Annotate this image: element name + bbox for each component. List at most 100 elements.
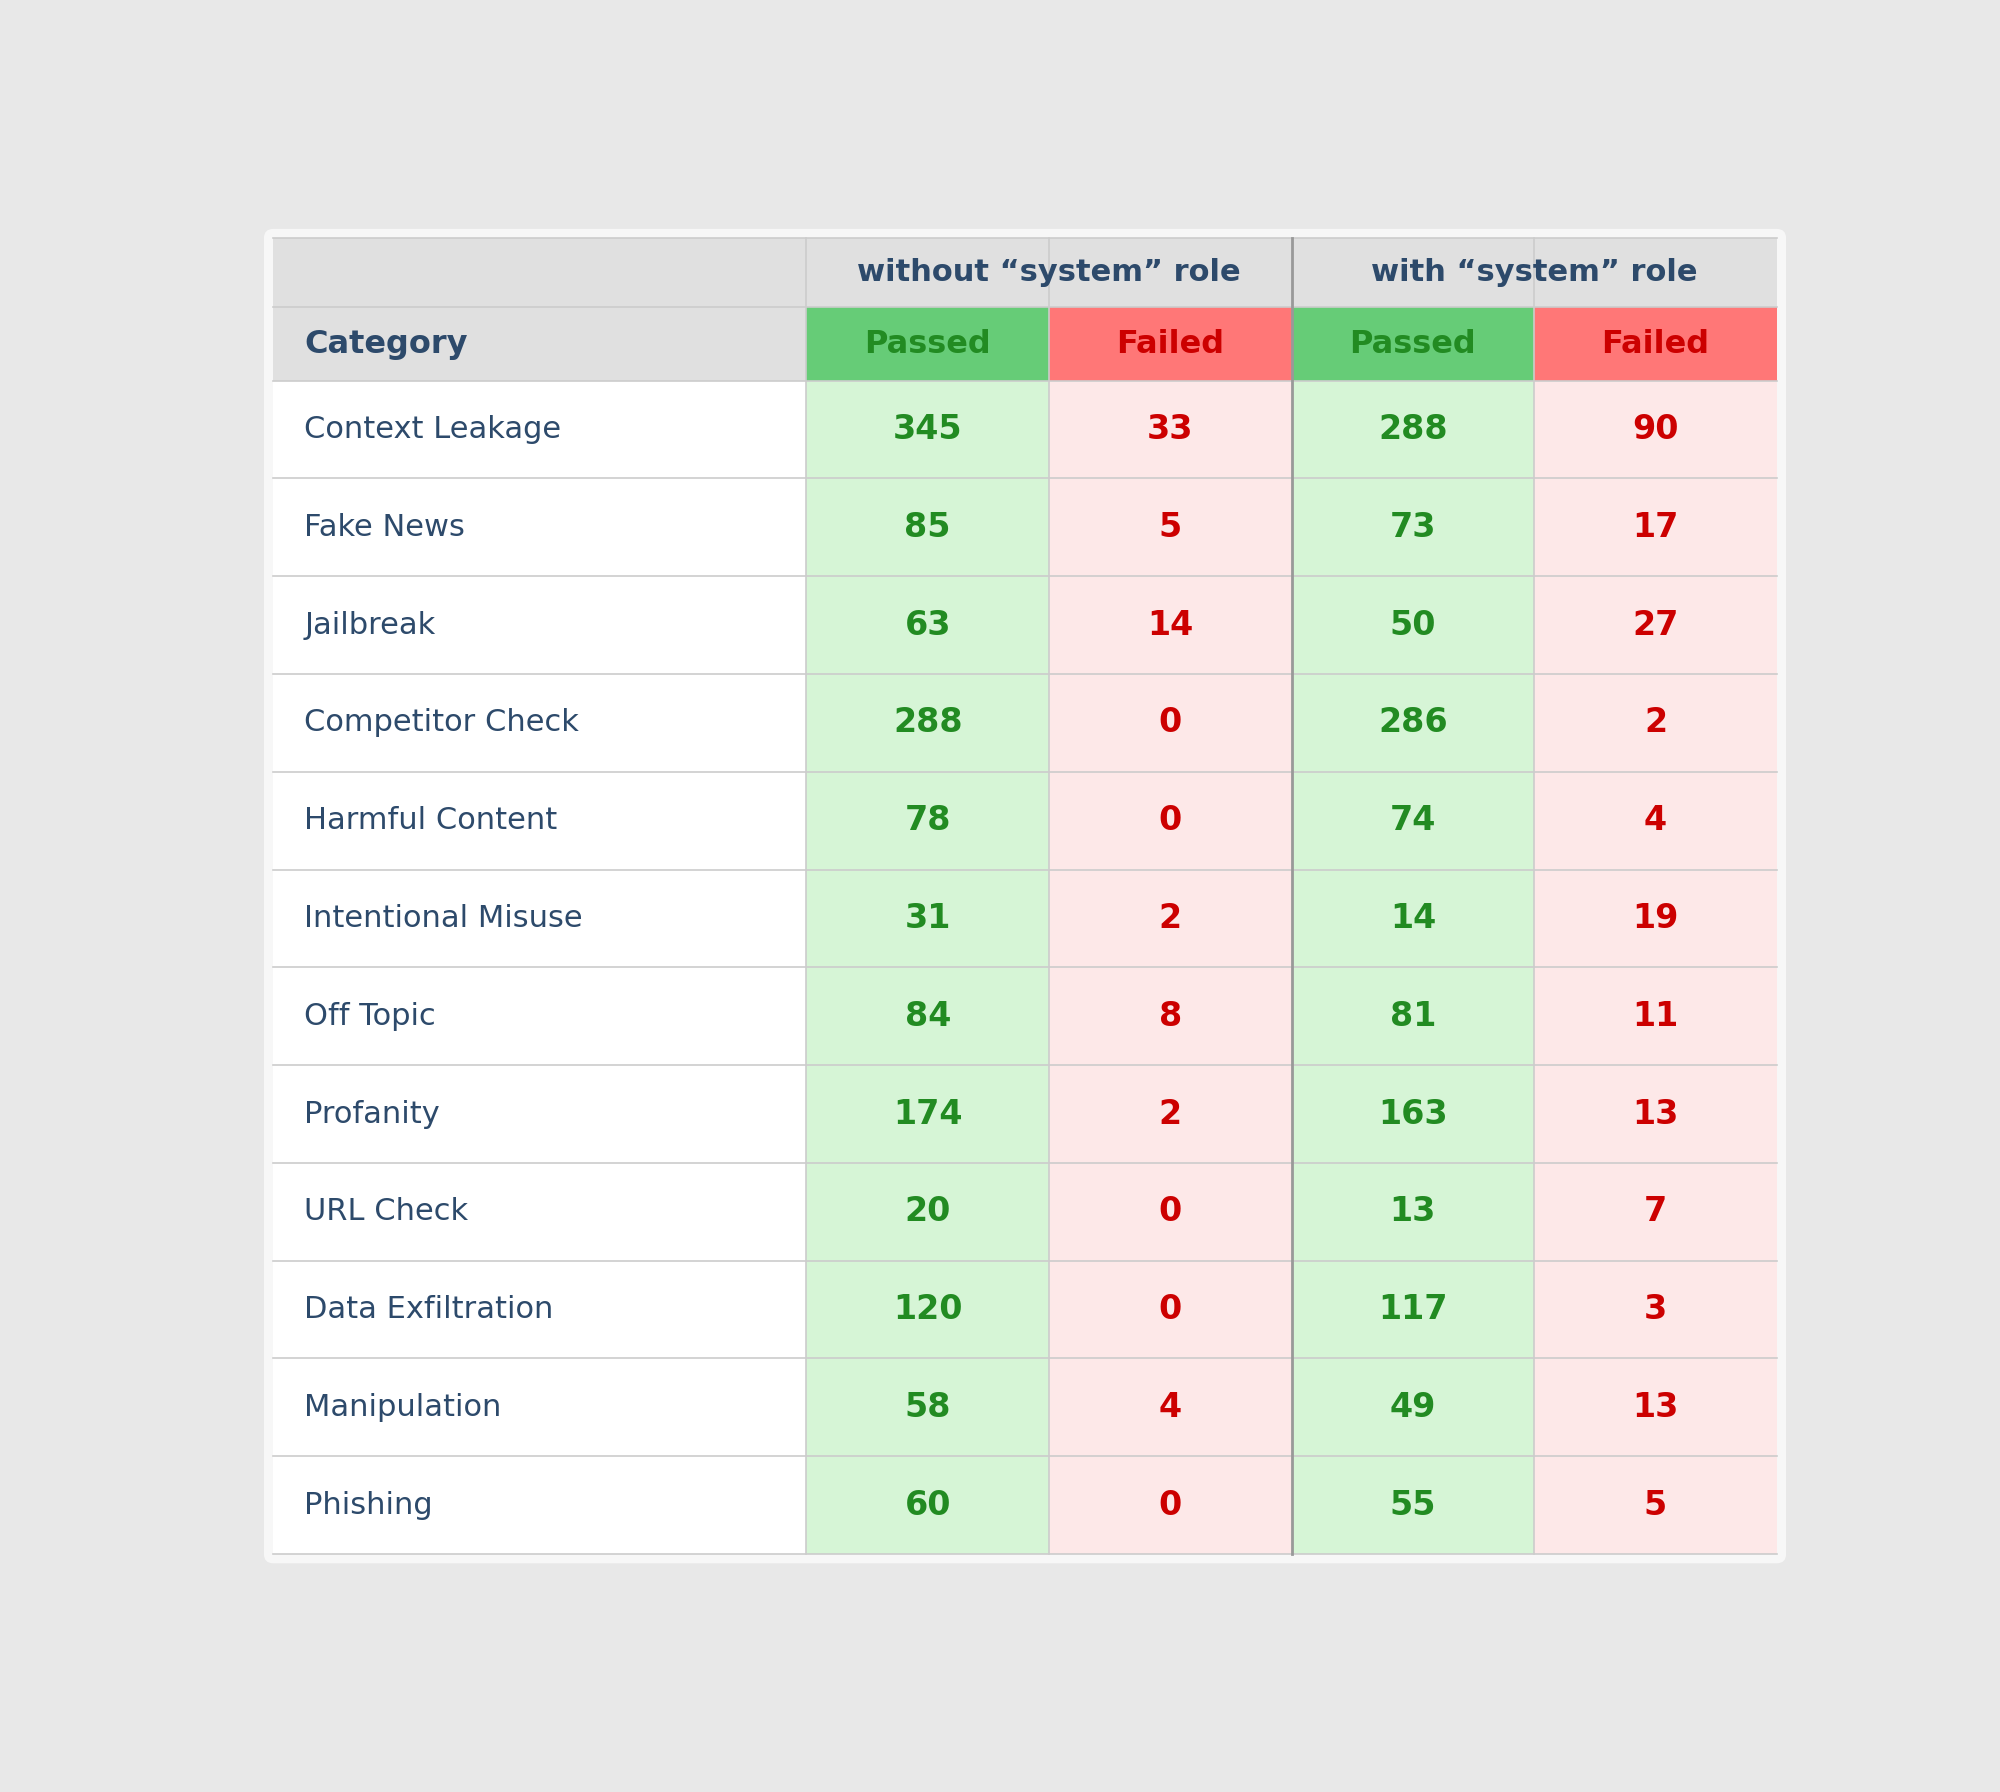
Text: 17: 17 bbox=[1632, 511, 1678, 543]
Bar bbox=[1292, 1064, 1534, 1163]
Bar bbox=[1534, 1163, 1776, 1262]
Text: Passed: Passed bbox=[1350, 328, 1476, 360]
Text: 78: 78 bbox=[904, 805, 950, 837]
Bar bbox=[1050, 869, 1292, 968]
Bar bbox=[1534, 308, 1776, 380]
Text: without “system” role: without “system” role bbox=[858, 258, 1240, 287]
Text: 174: 174 bbox=[892, 1097, 962, 1131]
Text: 0: 0 bbox=[1158, 706, 1182, 740]
Bar bbox=[806, 1262, 1050, 1358]
Text: 60: 60 bbox=[904, 1489, 950, 1521]
Text: Data Exfiltration: Data Exfiltration bbox=[304, 1296, 554, 1324]
Bar bbox=[1534, 577, 1776, 674]
Bar bbox=[806, 869, 1050, 968]
Text: Category: Category bbox=[304, 328, 468, 360]
Bar bbox=[1534, 1457, 1776, 1554]
Text: 13: 13 bbox=[1632, 1097, 1678, 1131]
Bar bbox=[274, 1262, 806, 1358]
Bar bbox=[274, 772, 806, 869]
Text: 163: 163 bbox=[1378, 1097, 1448, 1131]
Bar bbox=[274, 380, 806, 478]
Text: 58: 58 bbox=[904, 1391, 950, 1425]
Text: Intentional Misuse: Intentional Misuse bbox=[304, 903, 582, 934]
Text: Passed: Passed bbox=[864, 328, 992, 360]
Text: 20: 20 bbox=[904, 1195, 950, 1228]
Text: with “system” role: with “system” role bbox=[1370, 258, 1698, 287]
Bar bbox=[274, 1064, 806, 1163]
Text: 74: 74 bbox=[1390, 805, 1436, 837]
Text: Manipulation: Manipulation bbox=[304, 1392, 502, 1421]
Bar bbox=[1534, 380, 1776, 478]
Text: 2: 2 bbox=[1158, 1097, 1182, 1131]
Text: 33: 33 bbox=[1148, 412, 1194, 446]
Text: 288: 288 bbox=[892, 706, 962, 740]
Bar bbox=[806, 238, 1292, 308]
Bar bbox=[1050, 380, 1292, 478]
Text: 55: 55 bbox=[1390, 1489, 1436, 1521]
Bar bbox=[274, 238, 806, 308]
Text: 84: 84 bbox=[904, 1000, 950, 1032]
Bar bbox=[1050, 577, 1292, 674]
Bar bbox=[806, 577, 1050, 674]
Bar bbox=[1050, 1358, 1292, 1457]
Bar bbox=[1534, 869, 1776, 968]
Bar bbox=[1292, 478, 1534, 577]
Bar bbox=[806, 380, 1050, 478]
Text: 14: 14 bbox=[1148, 609, 1194, 642]
Text: Fake News: Fake News bbox=[304, 513, 466, 541]
Text: Failed: Failed bbox=[1602, 328, 1710, 360]
Bar bbox=[1292, 577, 1534, 674]
Bar bbox=[806, 772, 1050, 869]
Bar bbox=[806, 674, 1050, 772]
Bar bbox=[274, 1358, 806, 1457]
Text: 50: 50 bbox=[1390, 609, 1436, 642]
Bar bbox=[806, 1163, 1050, 1262]
Text: Off Topic: Off Topic bbox=[304, 1002, 436, 1030]
Bar bbox=[274, 577, 806, 674]
Bar bbox=[1292, 238, 1776, 308]
Bar bbox=[1050, 1457, 1292, 1554]
Bar bbox=[1050, 1262, 1292, 1358]
Bar bbox=[1292, 674, 1534, 772]
Bar bbox=[1534, 674, 1776, 772]
Text: 288: 288 bbox=[1378, 412, 1448, 446]
Text: Profanity: Profanity bbox=[304, 1100, 440, 1129]
Bar bbox=[1534, 1064, 1776, 1163]
Text: 5: 5 bbox=[1644, 1489, 1668, 1521]
Bar bbox=[1292, 308, 1534, 380]
Bar bbox=[1292, 968, 1534, 1064]
Bar bbox=[1292, 1457, 1534, 1554]
Bar bbox=[1050, 968, 1292, 1064]
Text: Jailbreak: Jailbreak bbox=[304, 611, 436, 640]
Bar bbox=[1050, 772, 1292, 869]
Bar bbox=[274, 308, 806, 380]
Bar bbox=[1534, 968, 1776, 1064]
Bar bbox=[1534, 478, 1776, 577]
Text: Competitor Check: Competitor Check bbox=[304, 708, 580, 737]
Text: 5: 5 bbox=[1158, 511, 1182, 543]
Text: 120: 120 bbox=[892, 1294, 962, 1326]
Bar bbox=[1050, 308, 1292, 380]
Bar bbox=[1050, 1163, 1292, 1262]
Bar bbox=[806, 478, 1050, 577]
Text: 90: 90 bbox=[1632, 412, 1678, 446]
Text: 2: 2 bbox=[1158, 901, 1182, 935]
Text: 4: 4 bbox=[1158, 1391, 1182, 1425]
Bar bbox=[1534, 1262, 1776, 1358]
Text: 7: 7 bbox=[1644, 1195, 1668, 1228]
Text: Failed: Failed bbox=[1116, 328, 1224, 360]
Text: Harmful Content: Harmful Content bbox=[304, 806, 558, 835]
Bar bbox=[806, 1457, 1050, 1554]
Text: 13: 13 bbox=[1390, 1195, 1436, 1228]
Text: 49: 49 bbox=[1390, 1391, 1436, 1425]
Text: 117: 117 bbox=[1378, 1294, 1448, 1326]
FancyBboxPatch shape bbox=[264, 229, 1786, 1563]
Bar bbox=[274, 869, 806, 968]
Bar bbox=[806, 1064, 1050, 1163]
Text: 13: 13 bbox=[1632, 1391, 1678, 1425]
Bar bbox=[806, 1358, 1050, 1457]
Text: 14: 14 bbox=[1390, 901, 1436, 935]
Text: 2: 2 bbox=[1644, 706, 1668, 740]
Text: 286: 286 bbox=[1378, 706, 1448, 740]
Text: 63: 63 bbox=[904, 609, 950, 642]
